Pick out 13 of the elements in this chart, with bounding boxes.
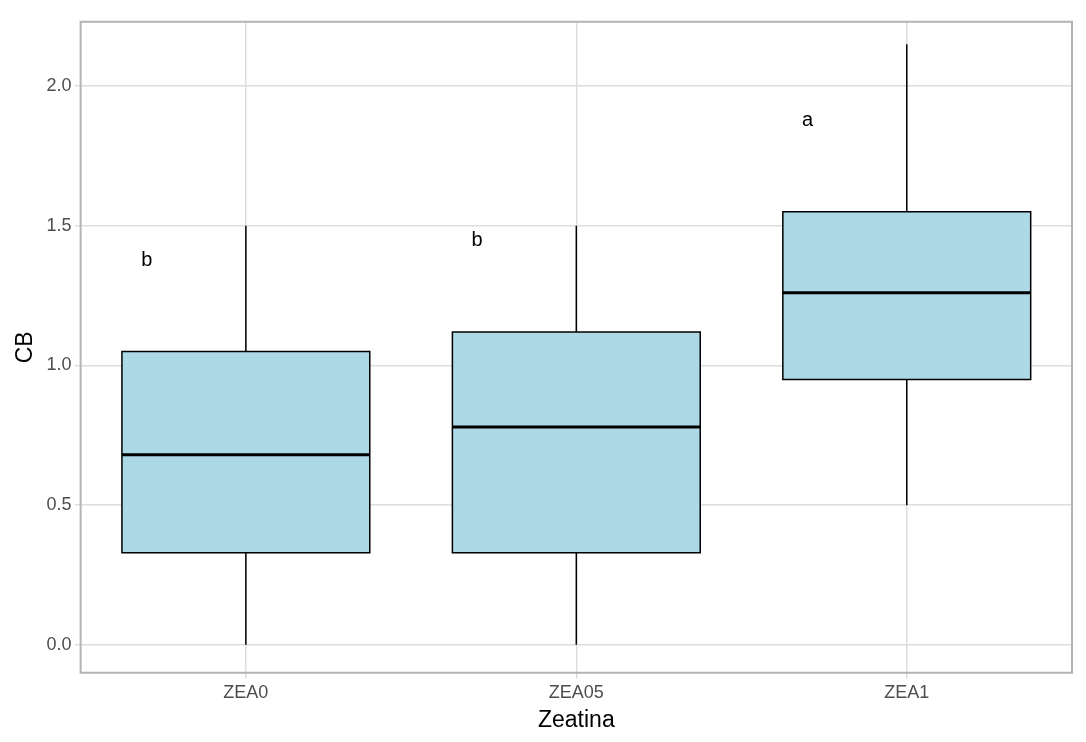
x-tick-label: ZEA1	[884, 681, 930, 702]
annotation: b	[141, 247, 153, 270]
y-tick-label: 1.0	[46, 354, 72, 375]
y-tick-label: 0.0	[46, 633, 72, 654]
y-axis-title: CB	[11, 331, 38, 364]
x-axis-title: Zeatina	[537, 705, 615, 732]
x-tick-label: ZEA05	[548, 681, 604, 702]
annotation: a	[802, 108, 815, 131]
y-tick-label: 0.5	[46, 494, 72, 515]
y-tick-label: 2.0	[46, 75, 72, 96]
y-tick-label: 1.5	[46, 214, 72, 235]
annotation: b	[471, 228, 483, 251]
x-tick-label: ZEA0	[223, 681, 269, 702]
